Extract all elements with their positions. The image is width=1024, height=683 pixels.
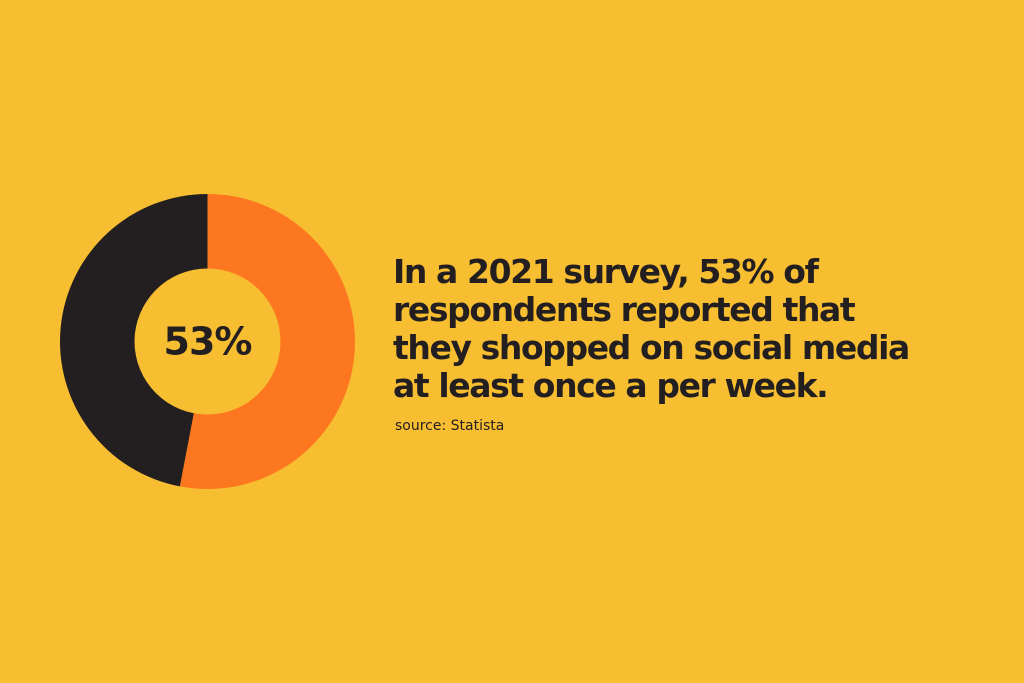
headline-line-4: at least once a per week. (393, 366, 829, 405)
donut-slice-2 (60, 194, 208, 487)
donut-chart: 53% (60, 194, 355, 489)
headline-line-1: In a 2021 survey, 53% of (393, 252, 819, 291)
donut-hole (134, 268, 281, 415)
donut-center-label: 53% (164, 320, 252, 364)
headline-line-3: they shopped on social media (393, 328, 910, 367)
source-credit: source: Statista (395, 418, 505, 434)
headline-line-2: respondents reported that (393, 290, 856, 329)
headline: In a 2021 survey, 53% of respondents rep… (393, 253, 1003, 405)
